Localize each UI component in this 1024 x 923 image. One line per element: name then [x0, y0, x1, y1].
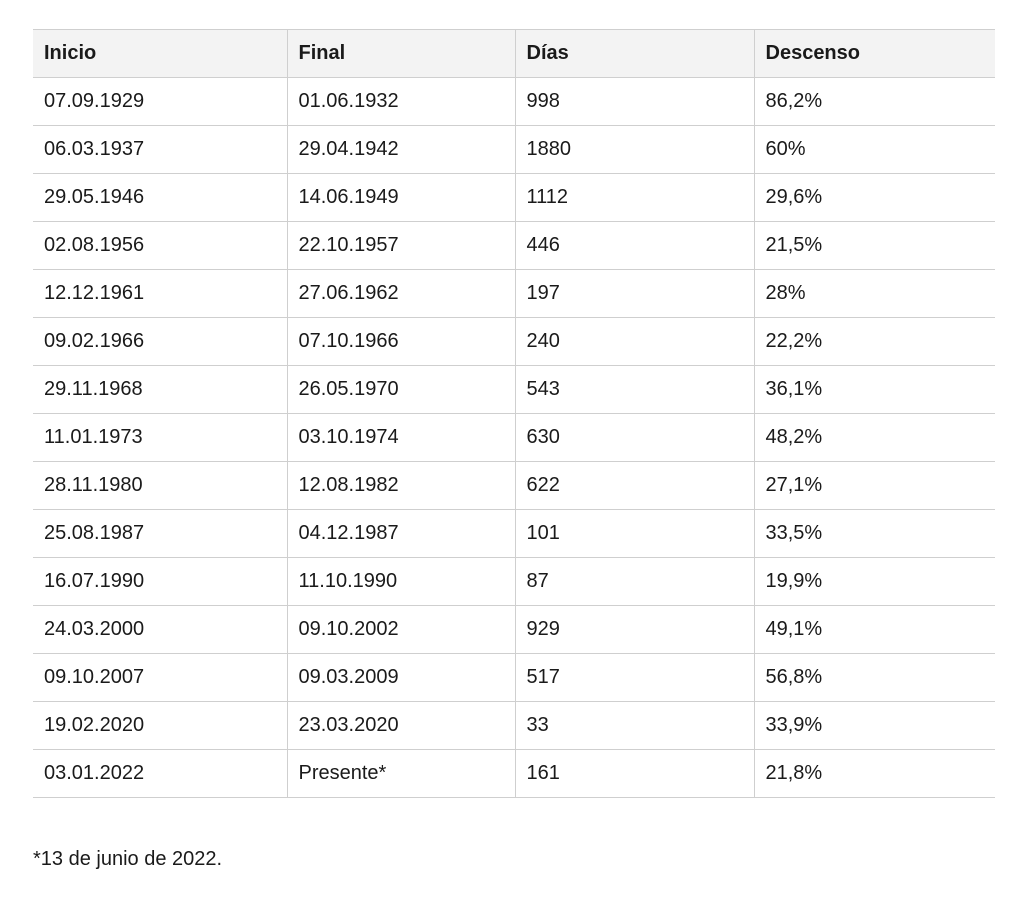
cell-descenso: 36,1% — [754, 365, 995, 414]
cell-final: 11.10.1990 — [287, 557, 516, 606]
cell-dias: 197 — [515, 269, 755, 318]
table-row: 29.05.1946 14.06.1949 1112 29,6% — [33, 173, 995, 222]
table-row: 19.02.2020 23.03.2020 33 33,9% — [33, 701, 995, 750]
table-body: 07.09.1929 01.06.1932 998 86,2% 06.03.1937 29… — [33, 77, 995, 798]
cell-inicio: 19.02.2020 — [33, 701, 288, 750]
cell-descenso: 27,1% — [754, 461, 995, 510]
cell-inicio: 29.05.1946 — [33, 173, 288, 222]
column-header-final: Final — [287, 29, 516, 78]
cell-descenso: 60% — [754, 125, 995, 174]
cell-inicio: 28.11.1980 — [33, 461, 288, 510]
cell-final: 07.10.1966 — [287, 317, 516, 366]
cell-descenso: 19,9% — [754, 557, 995, 606]
cell-inicio: 16.07.1990 — [33, 557, 288, 606]
footnote: *13 de junio de 2022. — [33, 848, 223, 870]
cell-dias: 543 — [515, 365, 755, 414]
bear-market-table-container: Inicio Final Días Descenso 07.09.1929 01.… — [33, 29, 995, 798]
cell-inicio: 12.12.1961 — [33, 269, 288, 318]
cell-descenso: 28% — [754, 269, 995, 318]
table-row: 03.01.2022 Presente* 161 21,8% — [33, 749, 995, 798]
column-header-dias: Días — [515, 29, 755, 78]
header-row: Inicio Final Días Descenso — [33, 29, 995, 78]
cell-final: 03.10.1974 — [287, 413, 516, 462]
cell-dias: 87 — [515, 557, 755, 606]
cell-final: 12.08.1982 — [287, 461, 516, 510]
column-header-descenso: Descenso — [754, 29, 995, 78]
table-row: 24.03.2000 09.10.2002 929 49,1% — [33, 605, 995, 654]
table-row: 09.02.1966 07.10.1966 240 22,2% — [33, 317, 995, 366]
column-header-inicio: Inicio — [33, 29, 288, 78]
cell-dias: 240 — [515, 317, 755, 366]
table-row: 28.11.1980 12.08.1982 622 27,1% — [33, 461, 995, 510]
table-row: 06.03.1937 29.04.1942 1880 60% — [33, 125, 995, 174]
cell-final: 29.04.1942 — [287, 125, 516, 174]
cell-final: 27.06.1962 — [287, 269, 516, 318]
table-row: 29.11.1968 26.05.1970 543 36,1% — [33, 365, 995, 414]
table-row: 09.10.2007 09.03.2009 517 56,8% — [33, 653, 995, 702]
cell-dias: 929 — [515, 605, 755, 654]
cell-final: 22.10.1957 — [287, 221, 516, 270]
cell-dias: 1880 — [515, 125, 755, 174]
cell-final: 14.06.1949 — [287, 173, 516, 222]
table-row: 25.08.1987 04.12.1987 101 33,5% — [33, 509, 995, 558]
cell-dias: 33 — [515, 701, 755, 750]
cell-inicio: 09.02.1966 — [33, 317, 288, 366]
cell-inicio: 03.01.2022 — [33, 749, 288, 798]
cell-dias: 446 — [515, 221, 755, 270]
cell-final: Presente* — [287, 749, 516, 798]
cell-dias: 161 — [515, 749, 755, 798]
cell-descenso: 48,2% — [754, 413, 995, 462]
cell-descenso: 33,9% — [754, 701, 995, 750]
cell-inicio: 07.09.1929 — [33, 77, 288, 126]
cell-descenso: 86,2% — [754, 77, 995, 126]
cell-descenso: 29,6% — [754, 173, 995, 222]
cell-dias: 517 — [515, 653, 755, 702]
cell-dias: 998 — [515, 77, 755, 126]
cell-dias: 622 — [515, 461, 755, 510]
table-row: 12.12.1961 27.06.1962 197 28% — [33, 269, 995, 318]
cell-inicio: 25.08.1987 — [33, 509, 288, 558]
cell-descenso: 22,2% — [754, 317, 995, 366]
cell-descenso: 33,5% — [754, 509, 995, 558]
cell-final: 09.10.2002 — [287, 605, 516, 654]
cell-inicio: 29.11.1968 — [33, 365, 288, 414]
cell-inicio: 24.03.2000 — [33, 605, 288, 654]
cell-descenso: 56,8% — [754, 653, 995, 702]
table-row: 16.07.1990 11.10.1990 87 19,9% — [33, 557, 995, 606]
cell-descenso: 49,1% — [754, 605, 995, 654]
table-row: 11.01.1973 03.10.1974 630 48,2% — [33, 413, 995, 462]
cell-final: 09.03.2009 — [287, 653, 516, 702]
cell-inicio: 06.03.1937 — [33, 125, 288, 174]
cell-final: 26.05.1970 — [287, 365, 516, 414]
cell-inicio: 09.10.2007 — [33, 653, 288, 702]
cell-dias: 630 — [515, 413, 755, 462]
cell-descenso: 21,5% — [754, 221, 995, 270]
table-row: 07.09.1929 01.06.1932 998 86,2% — [33, 77, 995, 126]
cell-dias: 1112 — [515, 173, 755, 222]
table-row: 02.08.1956 22.10.1957 446 21,5% — [33, 221, 995, 270]
cell-inicio: 11.01.1973 — [33, 413, 288, 462]
cell-final: 01.06.1932 — [287, 77, 516, 126]
cell-inicio: 02.08.1956 — [33, 221, 288, 270]
table-header: Inicio Final Días Descenso — [33, 29, 995, 78]
cell-final: 04.12.1987 — [287, 509, 516, 558]
cell-final: 23.03.2020 — [287, 701, 516, 750]
bear-market-table: Inicio Final Días Descenso 07.09.1929 01.… — [33, 29, 995, 798]
cell-descenso: 21,8% — [754, 749, 995, 798]
cell-dias: 101 — [515, 509, 755, 558]
